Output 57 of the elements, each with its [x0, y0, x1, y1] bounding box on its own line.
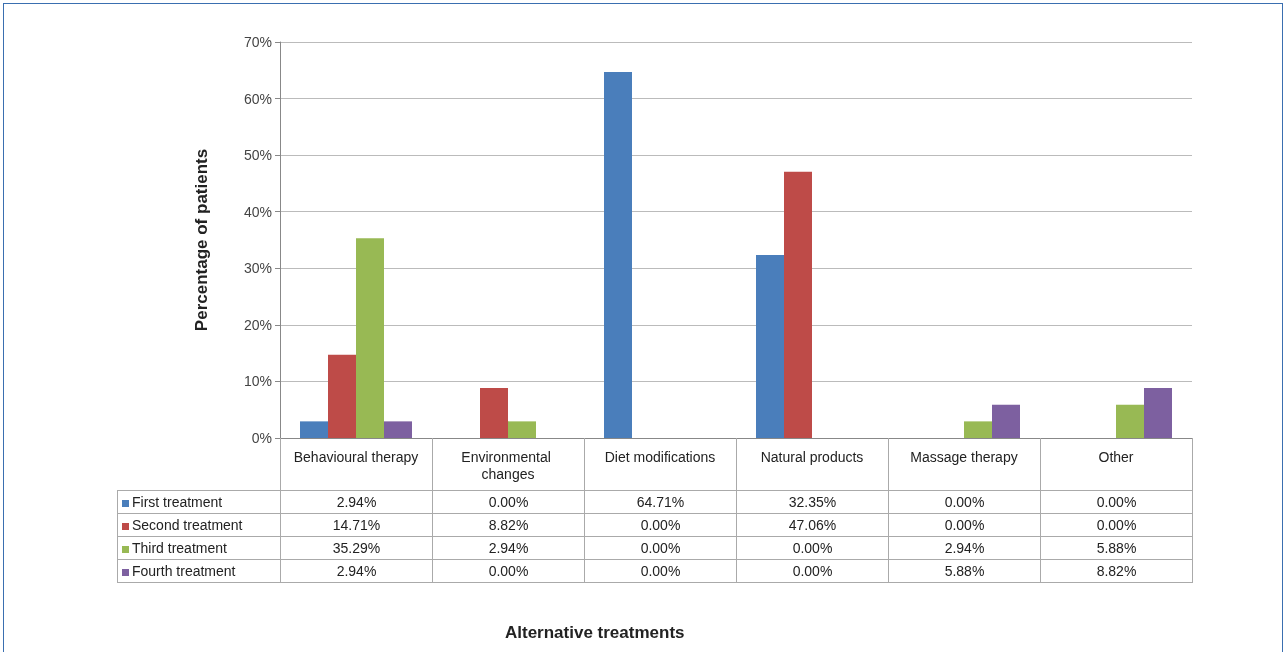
data-label: 5.88% — [888, 559, 1041, 583]
data-label: 2.94% — [432, 536, 585, 560]
y-tick-label: 10% — [243, 373, 272, 390]
data-label: 0.00% — [888, 490, 1041, 514]
data-label: 2.94% — [888, 536, 1041, 560]
data-label: 5.88% — [1040, 536, 1193, 560]
data-label: 0.00% — [432, 490, 585, 514]
data-label: 64.71% — [584, 490, 737, 514]
data-label: 32.35% — [736, 490, 889, 514]
x-tick-label: Environmental changes — [461, 448, 555, 482]
data-label: 0.00% — [584, 559, 737, 583]
bar — [328, 354, 356, 438]
text: Alternative treatments — [505, 623, 685, 642]
bar — [756, 254, 784, 438]
x-tick-label: Massage therapy — [910, 448, 1018, 465]
data-label: 0.00% — [584, 536, 737, 560]
y-tick-label: 60% — [243, 90, 272, 107]
bar — [784, 171, 812, 438]
legend-label: Third treatment — [117, 536, 281, 560]
bar — [356, 238, 384, 438]
data-label: 8.82% — [1040, 559, 1193, 583]
y-tick-label: 30% — [243, 260, 272, 277]
data-label: 0.00% — [888, 513, 1041, 537]
bar — [1116, 404, 1144, 438]
bar — [604, 71, 632, 438]
y-tick-label: 70% — [243, 34, 272, 50]
legend-label: Second treatment — [117, 513, 281, 537]
y-tick-label: 20% — [243, 316, 272, 333]
y-axis-title: Percentage of patients — [192, 148, 211, 332]
data-label: 35.29% — [280, 536, 433, 560]
legend-label: Fourth treatment — [117, 559, 281, 583]
bar — [508, 421, 536, 438]
bar — [480, 388, 508, 438]
data-label: 0.00% — [736, 536, 889, 560]
bar — [992, 404, 1020, 438]
data-label: 2.94% — [280, 559, 433, 583]
x-tick-label: Other — [1098, 448, 1134, 465]
y-tick-label: 0% — [251, 430, 272, 446]
data-label: 0.00% — [1040, 490, 1193, 514]
bar — [384, 421, 412, 438]
data-label: 8.82% — [432, 513, 585, 537]
y-tick-label: 40% — [243, 203, 272, 220]
data-label: 0.00% — [584, 513, 737, 537]
y-tick-label: 50% — [243, 147, 272, 164]
data-label: 14.71% — [280, 513, 433, 537]
bar — [300, 421, 328, 438]
legend-label: First treatment — [117, 490, 281, 514]
data-label: 0.00% — [1040, 513, 1193, 537]
data-label: 47.06% — [736, 513, 889, 537]
bar — [964, 421, 992, 438]
data-label: 0.00% — [432, 559, 585, 583]
data-label: 0.00% — [736, 559, 889, 583]
x-tick-label: Diet modifications — [604, 448, 716, 465]
bar — [1144, 388, 1172, 438]
x-tick-label: Natural products — [760, 448, 864, 465]
data-label: 2.94% — [280, 490, 433, 514]
x-tick-label: Behavioural therapy — [293, 448, 419, 465]
